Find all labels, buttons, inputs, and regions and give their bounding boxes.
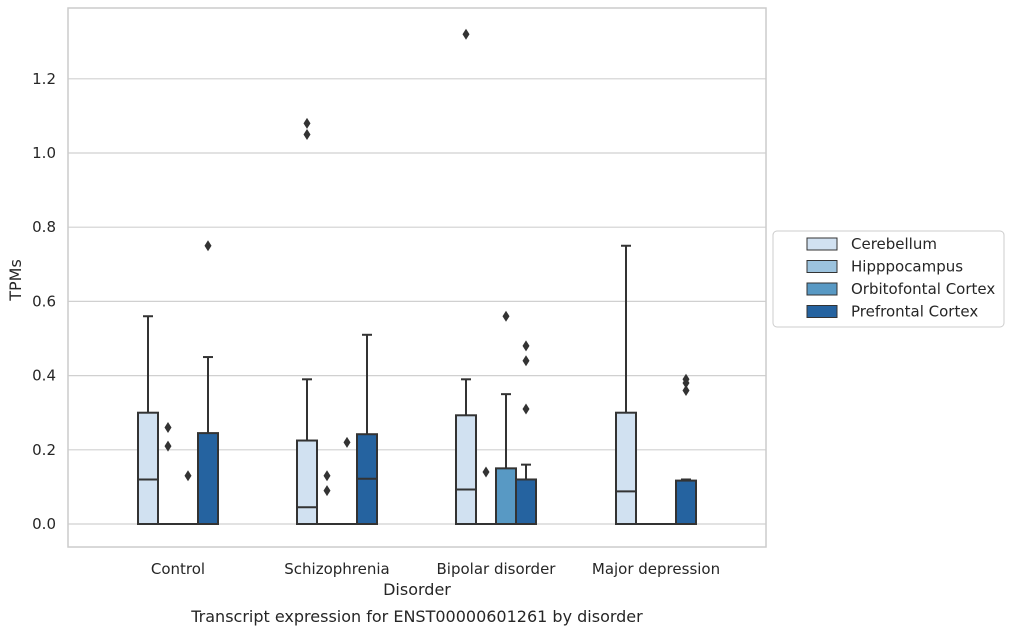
outlier-point [522, 340, 530, 352]
box-iqr [197, 432, 219, 526]
outlier-point [303, 128, 311, 140]
x-axis-title: Disorder [383, 580, 451, 599]
y-tick-label: 1.2 [32, 70, 56, 88]
y-tick-label: 0.4 [32, 367, 56, 385]
outlier-point [164, 440, 172, 452]
x-tick-labels: Control Schizophrenia Bipolar disorder Majo… [151, 560, 720, 578]
legend-swatch [806, 237, 838, 251]
box-cerebellum [615, 244, 637, 526]
box-iqr [455, 414, 477, 525]
legend-label: Cerebellum [851, 235, 937, 253]
x-tick-label: Bipolar disorder [437, 560, 557, 578]
box-cerebellum [296, 117, 318, 525]
box-iqr [137, 411, 159, 526]
y-tick-label: 0.2 [32, 441, 56, 459]
y-tick-label: 1.0 [32, 144, 56, 162]
legend-label: Prefrontal Cortex [851, 303, 978, 321]
box-prefrontal-cortex [197, 240, 219, 526]
y-axis-title: TPMs [6, 259, 25, 302]
outlier-point [164, 422, 172, 434]
box-iqr [495, 467, 517, 526]
box-prefrontal-cortex [356, 333, 378, 525]
outlier-point [522, 403, 530, 415]
outlier-point [323, 485, 331, 497]
outlier-point [682, 373, 690, 385]
plot-frame [67, 7, 767, 548]
box-orbitofontal-cortex [337, 436, 357, 525]
box-hipppocampus [476, 466, 496, 525]
box-iqr [296, 439, 318, 525]
legend-frame [772, 230, 1005, 328]
outlier-point [184, 470, 192, 482]
legend: Cerebellum Hipppocampus Orbitofontal Corte… [772, 230, 1005, 328]
figure-caption: Transcript expression for ENST0000060126… [190, 607, 643, 626]
box-hipppocampus [317, 470, 337, 525]
box-iqr [615, 411, 637, 526]
outlier-point [482, 466, 490, 478]
x-tick-label: Control [151, 560, 205, 578]
legend-swatch [806, 305, 838, 318]
outlier-point [502, 310, 510, 322]
legend-swatch [806, 282, 838, 296]
outlier-point [323, 470, 331, 482]
legend-swatch [806, 260, 838, 273]
outlier-point [682, 384, 690, 396]
x-tick-label: Schizophrenia [284, 560, 389, 578]
legend-label: Orbitofontal Cortex [851, 280, 995, 298]
box-plot-marks [137, 28, 697, 526]
outlier-point [522, 355, 530, 367]
y-tick-labels: 0.0 0.2 0.4 0.6 0.8 1.0 1.2 [32, 70, 56, 533]
outlier-point [303, 117, 311, 129]
box-orbitofontal-cortex [178, 470, 198, 525]
box-prefrontal-cortex [675, 373, 697, 525]
outlier-point [462, 28, 470, 40]
legend-label: Hipppocampus [851, 258, 963, 276]
box-cerebellum [137, 315, 159, 526]
y-tick-label: 0.6 [32, 292, 56, 310]
box-cerebellum [455, 28, 477, 525]
y-tick-label: 0.8 [32, 218, 56, 236]
box-iqr [515, 478, 537, 526]
x-tick-label: Major depression [592, 560, 720, 578]
outlier-point [204, 240, 212, 252]
box-hipppocampus [158, 422, 178, 525]
box-iqr [675, 479, 697, 525]
y-tick-label: 0.0 [32, 515, 56, 533]
outlier-point [343, 436, 351, 448]
box-prefrontal-cortex [515, 340, 537, 526]
